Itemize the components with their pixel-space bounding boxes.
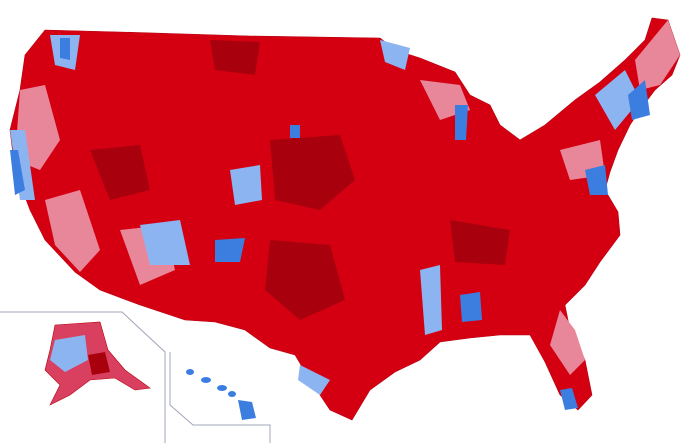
region (460, 292, 482, 322)
region (420, 265, 442, 335)
region (90, 145, 150, 200)
region (560, 388, 578, 410)
region (380, 40, 410, 70)
region (215, 238, 245, 262)
blue-regions (10, 38, 650, 410)
region (628, 80, 650, 120)
island (217, 385, 227, 391)
region (10, 150, 25, 195)
inset-borders (0, 311, 271, 443)
region (45, 190, 100, 272)
alaska-border (0, 311, 166, 443)
hawaii-border (169, 352, 271, 443)
region (140, 220, 190, 265)
region (10, 130, 35, 200)
island (186, 369, 194, 375)
contiguous-us (9, 17, 681, 421)
region (298, 365, 330, 395)
region (455, 105, 468, 140)
island (238, 400, 256, 420)
region (550, 310, 585, 375)
region (265, 240, 345, 320)
island (228, 391, 236, 397)
dark-red-regions (90, 40, 510, 320)
hawaii (186, 369, 256, 420)
region (585, 165, 608, 195)
island (201, 377, 211, 383)
alaska-blue (50, 335, 88, 372)
region (270, 135, 355, 210)
region (230, 165, 262, 205)
region (60, 38, 70, 60)
region (595, 70, 640, 130)
region (635, 20, 680, 90)
region (290, 125, 300, 138)
region (210, 40, 260, 75)
pink-regions (15, 20, 680, 375)
alaska-red (88, 352, 110, 375)
region (450, 220, 510, 265)
